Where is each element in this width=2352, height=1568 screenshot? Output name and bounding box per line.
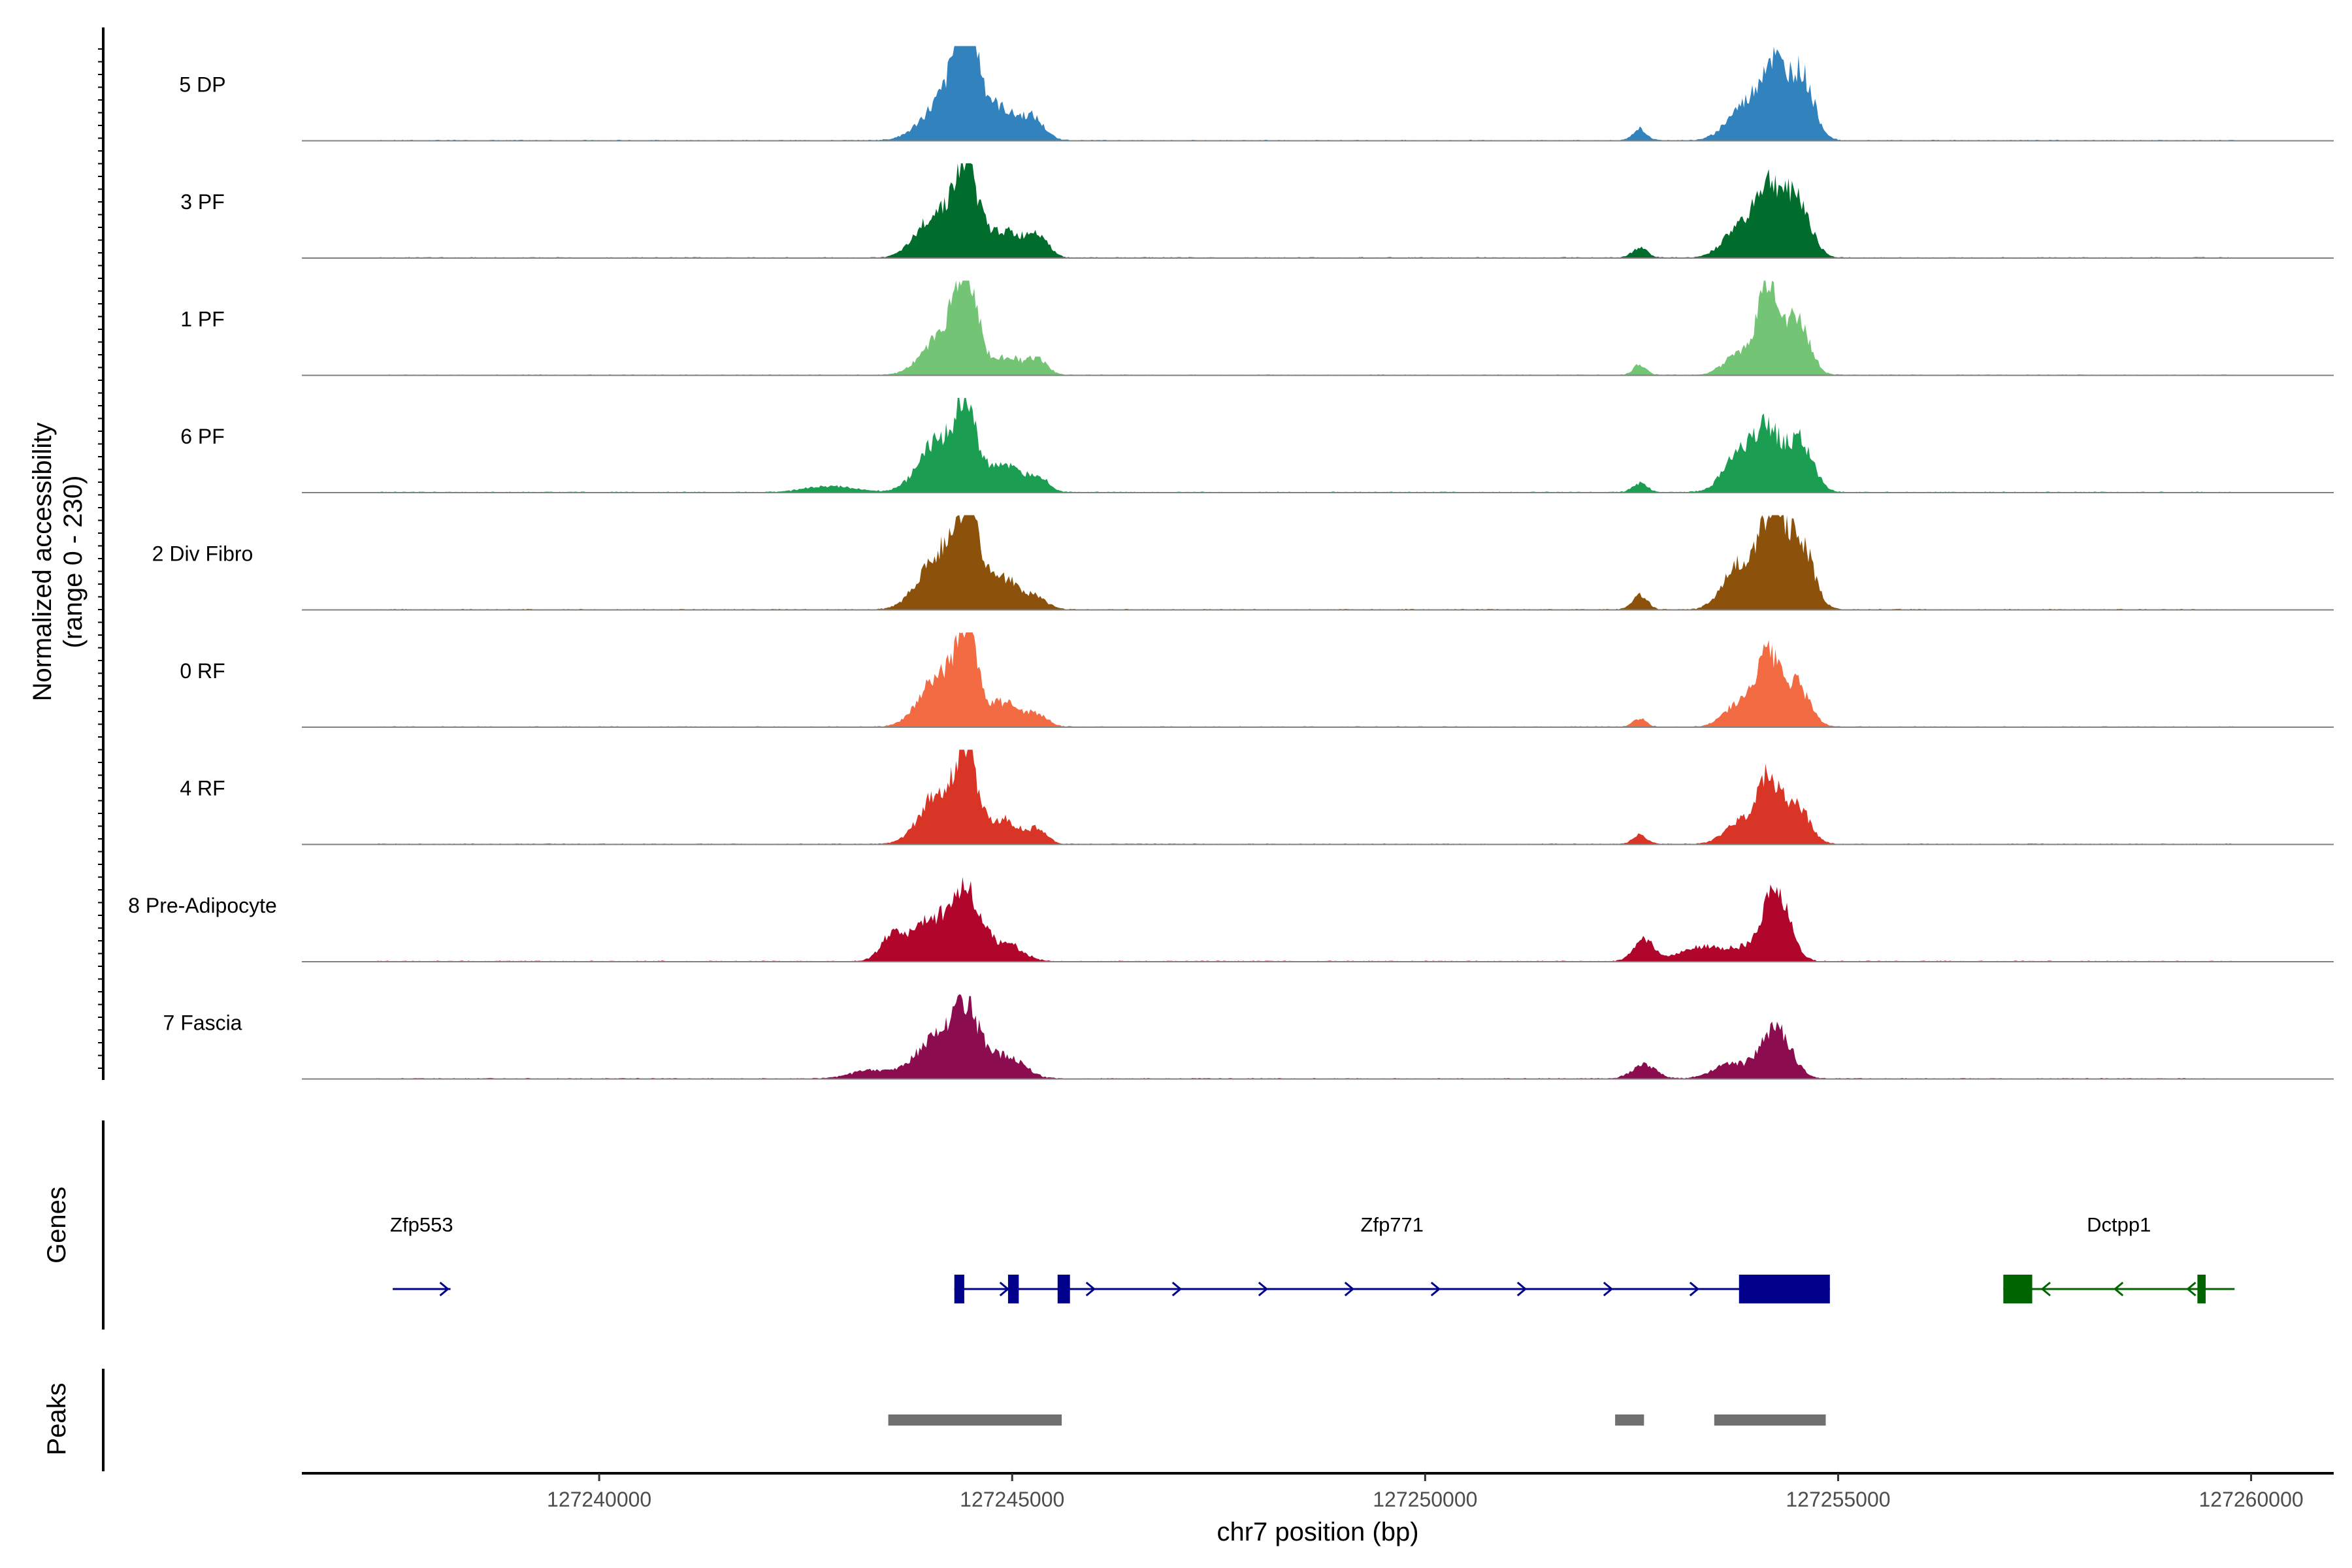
- strand-arrow-icon: [1171, 1281, 1183, 1297]
- coverage-tracks: 5 DP 3 PF 1 PF 6 PF 2 Div Fibro 0 RF 4 RF 8 Pre…: [128, 46, 2334, 1080]
- strand-arrow-icon: [1085, 1281, 1096, 1297]
- x-axis-ticks: 127240000 127245000 127250000 127255000 1272…: [547, 1473, 2304, 1511]
- x-tick-label: 127245000: [960, 1488, 1064, 1511]
- gene-dctpp1: Dctpp1: [2003, 1213, 2235, 1303]
- gene-exon: [1739, 1275, 1830, 1303]
- strand-arrow-icon: [1603, 1281, 1614, 1297]
- track-6-pf: 6 PF: [180, 398, 2334, 493]
- gene-exon: [1007, 1275, 1019, 1303]
- gene-name-label: Dctpp1: [2087, 1213, 2151, 1236]
- coverage-area-6-pf: [376, 398, 2235, 493]
- coverage-area-8-pre-adipocyte: [376, 877, 2235, 962]
- track-label-1-pf: 1 PF: [180, 308, 225, 331]
- gene-name-label: Zfp553: [390, 1213, 453, 1236]
- strand-arrow-icon: [2186, 1281, 2197, 1297]
- track-4-rf: 4 RF: [180, 749, 2334, 845]
- strand-arrow-icon: [1689, 1281, 1700, 1297]
- track-8-pre-adipocyte: 8 Pre-Adipocyte: [128, 877, 2334, 962]
- x-axis-title: chr7 position (bp): [1217, 1518, 1418, 1546]
- coverage-area-7-fascia: [376, 994, 2235, 1079]
- x-tick-label: 127250000: [1373, 1488, 1477, 1511]
- track-label-4-rf: 4 RF: [180, 777, 225, 800]
- y-axis-range-label: (range 0 - 230): [59, 476, 88, 649]
- track-0-rf: 0 RF: [180, 632, 2334, 728]
- strand-arrow-icon: [1430, 1281, 1441, 1297]
- coverage-area-0-rf: [376, 632, 2235, 727]
- peak-region: [1615, 1414, 1644, 1426]
- track-7-fascia: 7 Fascia: [163, 994, 2334, 1080]
- strand-arrow-icon: [2113, 1281, 2124, 1297]
- gene-zfp771: Zfp771: [954, 1213, 1830, 1303]
- strand-arrow-icon: [1344, 1281, 1355, 1297]
- gene-exon: [954, 1275, 964, 1303]
- gene-exon: [2197, 1275, 2206, 1303]
- peak-region: [1714, 1414, 1826, 1426]
- strand-arrow-icon: [439, 1281, 449, 1297]
- gene-exon: [2003, 1275, 2033, 1303]
- track-label-8-pre-adipocyte: 8 Pre-Adipocyte: [128, 894, 277, 917]
- coverage-area-1-pf: [376, 280, 2235, 376]
- gene-zfp553: Zfp553: [390, 1213, 453, 1297]
- track-label-0-rf: 0 RF: [180, 659, 225, 683]
- x-tick-label: 127255000: [1786, 1488, 1890, 1511]
- genes-panel-title: Genes: [42, 1186, 71, 1264]
- x-tick-label: 127260000: [2198, 1488, 2303, 1511]
- coverage-area-5-dp: [376, 46, 2235, 141]
- track-label-2-div-fibro: 2 Div Fibro: [152, 542, 253, 566]
- gene-name-label: Zfp771: [1361, 1213, 1424, 1236]
- gene-track: Zfp553 Zfp771 Dctpp1: [390, 1213, 2235, 1303]
- coverage-area-2-div-fibro: [376, 515, 2235, 610]
- track-label-5-dp: 5 DP: [179, 73, 225, 97]
- x-tick-label: 127240000: [547, 1488, 651, 1511]
- coverage-y-axis: [98, 27, 105, 1080]
- peak-track: [888, 1414, 1826, 1426]
- coverage-area-4-rf: [376, 749, 2235, 845]
- track-5-dp: 5 DP: [179, 46, 2334, 142]
- peaks-panel-title: Peaks: [42, 1382, 71, 1455]
- track-2-div-fibro: 2 Div Fibro: [152, 515, 2334, 611]
- peak-region: [888, 1414, 1062, 1426]
- track-label-7-fascia: 7 Fascia: [163, 1011, 242, 1035]
- gene-exon: [1057, 1275, 1070, 1303]
- track-label-6-pf: 6 PF: [180, 425, 225, 448]
- y-axis-title: Normalized accessibility: [28, 423, 57, 702]
- strand-arrow-icon: [1258, 1281, 1269, 1297]
- track-3-pf: 3 PF: [180, 163, 2334, 259]
- coverage-area-3-pf: [376, 163, 2235, 258]
- strand-arrow-icon: [1516, 1281, 1527, 1297]
- strand-arrow-icon: [999, 1281, 1010, 1297]
- track-1-pf: 1 PF: [180, 280, 2334, 376]
- strand-arrow-icon: [2040, 1281, 2051, 1297]
- track-label-3-pf: 3 PF: [180, 190, 225, 214]
